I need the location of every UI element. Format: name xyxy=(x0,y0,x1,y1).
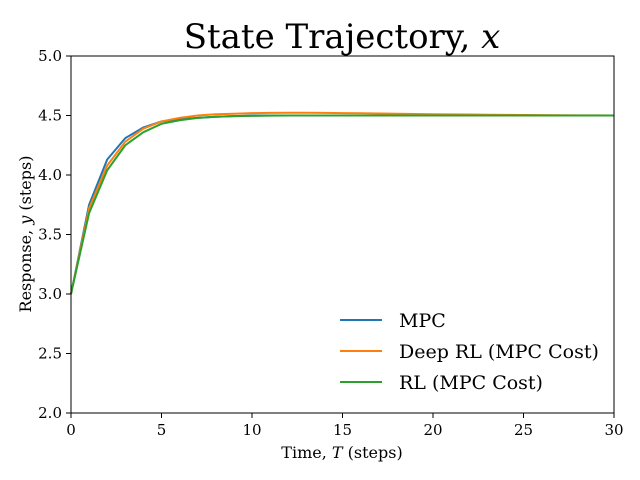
y-tick-label: 4.5 xyxy=(38,107,62,125)
y-axis-ticks: 2.0 2.5 3.0 3.5 4.0 4.5 5.0 xyxy=(38,47,71,422)
plot-lines xyxy=(70,111,615,295)
x-axis-ticks: 0 5 10 15 20 25 30 xyxy=(66,413,624,439)
y-axis-label: Response, y (steps) xyxy=(16,156,35,313)
series-line-2 xyxy=(70,114,614,295)
x-axis-label: Time, T (steps) xyxy=(281,443,402,462)
y-tick-label: 2.0 xyxy=(38,404,62,422)
legend-label-1: Deep RL (MPC Cost) xyxy=(399,341,599,363)
x-tick-label: 10 xyxy=(242,421,261,439)
legend-label-0: MPC xyxy=(399,310,446,332)
y-tick-label: 3.5 xyxy=(38,226,62,244)
x-tick-label: 25 xyxy=(514,421,533,439)
y-tick-label: 2.5 xyxy=(38,345,62,363)
y-tick-label: 3.0 xyxy=(38,285,62,303)
y-tick-label: 5.0 xyxy=(38,47,62,65)
x-tick-label: 5 xyxy=(157,421,167,439)
x-tick-label: 30 xyxy=(604,421,623,439)
x-tick-label: 20 xyxy=(423,421,442,439)
series-line-0 xyxy=(70,114,614,295)
x-tick-label: 0 xyxy=(66,421,76,439)
series-line-1 xyxy=(70,111,615,295)
y-tick-label: 4.0 xyxy=(38,166,62,184)
chart-title: State Trajectory, x xyxy=(184,17,501,57)
legend: MPC Deep RL (MPC Cost) RL (MPC Cost) xyxy=(340,310,599,394)
x-tick-label: 15 xyxy=(333,421,352,439)
legend-label-2: RL (MPC Cost) xyxy=(399,372,543,394)
